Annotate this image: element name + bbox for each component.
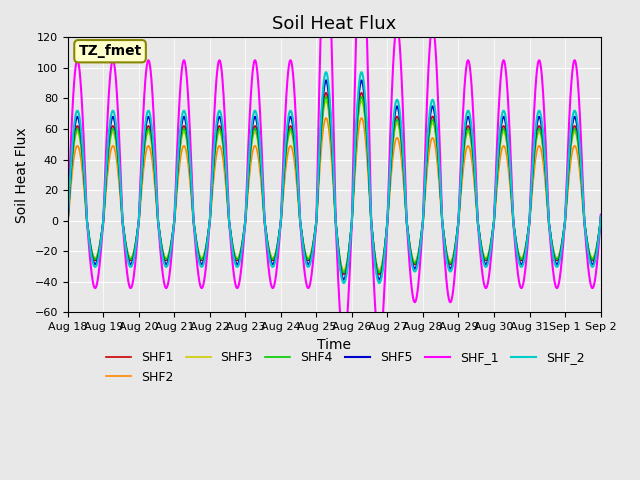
- SHF_2: [556, 258, 563, 264]
- SHF4: [243, 191, 251, 197]
- SHF4: [358, 94, 365, 100]
- Line: SHF_1: SHF_1: [68, 0, 636, 344]
- SHF_2: [64, 218, 72, 224]
- SHF5: [632, 218, 640, 224]
- SHF_2: [243, 186, 251, 192]
- SHF3: [556, 250, 563, 256]
- SHF3: [376, 268, 383, 274]
- SHF2: [387, 180, 394, 186]
- SHF_1: [524, 243, 531, 249]
- SHF3: [524, 232, 531, 238]
- SHF1: [376, 272, 383, 277]
- SHF1: [358, 90, 365, 96]
- SHF2: [625, 255, 632, 261]
- SHF_2: [625, 264, 632, 270]
- SHF_2: [524, 235, 531, 241]
- SHF_1: [632, 218, 640, 224]
- X-axis label: Time: Time: [317, 337, 351, 352]
- SHF_1: [243, 171, 251, 177]
- SHF1: [524, 233, 531, 239]
- SHF1: [625, 257, 632, 263]
- SHF4: [556, 251, 563, 257]
- SHF3: [387, 170, 394, 176]
- SHF4: [64, 218, 72, 224]
- Line: SHF3: SHF3: [68, 101, 636, 271]
- SHF1: [556, 252, 563, 258]
- SHF3: [121, 232, 129, 238]
- SHF2: [121, 235, 129, 241]
- SHF5: [64, 218, 72, 224]
- SHF2: [524, 235, 531, 241]
- SHF5: [387, 162, 394, 168]
- SHF_2: [376, 280, 383, 286]
- SHF_1: [625, 285, 632, 290]
- SHF5: [121, 235, 129, 240]
- SHF5: [625, 261, 632, 267]
- Legend: SHF1, SHF2, SHF3, SHF4, SHF5, SHF_1, SHF_2: SHF1, SHF2, SHF3, SHF4, SHF5, SHF_1, SHF…: [100, 347, 590, 389]
- SHF2: [632, 222, 640, 228]
- SHF4: [524, 232, 531, 238]
- SHF3: [625, 255, 632, 261]
- SHF2: [358, 115, 365, 121]
- SHF_1: [64, 218, 72, 224]
- Title: Soil Heat Flux: Soil Heat Flux: [272, 15, 396, 33]
- Text: TZ_fmet: TZ_fmet: [79, 44, 141, 58]
- SHF2: [243, 199, 251, 205]
- Line: SHF5: SHF5: [68, 81, 636, 279]
- SHF3: [64, 218, 72, 224]
- SHF2: [64, 222, 72, 228]
- SHF1: [64, 218, 72, 224]
- SHF5: [524, 234, 531, 240]
- SHF1: [632, 218, 640, 224]
- SHF2: [376, 267, 383, 273]
- Line: SHF1: SHF1: [68, 93, 636, 275]
- SHF3: [358, 98, 365, 104]
- SHF4: [387, 169, 394, 175]
- SHF_2: [358, 69, 365, 75]
- SHF4: [121, 233, 129, 239]
- SHF_1: [121, 244, 129, 250]
- Line: SHF_2: SHF_2: [68, 72, 636, 283]
- SHF5: [376, 276, 383, 282]
- Y-axis label: Soil Heat Flux: Soil Heat Flux: [15, 127, 29, 223]
- SHF1: [243, 190, 251, 196]
- SHF3: [632, 218, 640, 224]
- SHF_2: [632, 218, 640, 224]
- SHF4: [625, 256, 632, 262]
- SHF5: [243, 188, 251, 193]
- SHF2: [556, 252, 563, 257]
- SHF3: [243, 192, 251, 198]
- SHF_2: [387, 159, 394, 165]
- SHF1: [121, 233, 129, 239]
- SHF_1: [556, 276, 563, 282]
- SHF4: [632, 218, 640, 224]
- SHF5: [556, 256, 563, 262]
- SHF1: [387, 167, 394, 173]
- SHF4: [376, 270, 383, 276]
- Line: SHF4: SHF4: [68, 97, 636, 273]
- SHF_2: [121, 236, 129, 241]
- SHF_1: [387, 123, 394, 129]
- SHF5: [358, 78, 365, 84]
- SHF_1: [376, 341, 383, 347]
- Line: SHF2: SHF2: [68, 118, 636, 270]
